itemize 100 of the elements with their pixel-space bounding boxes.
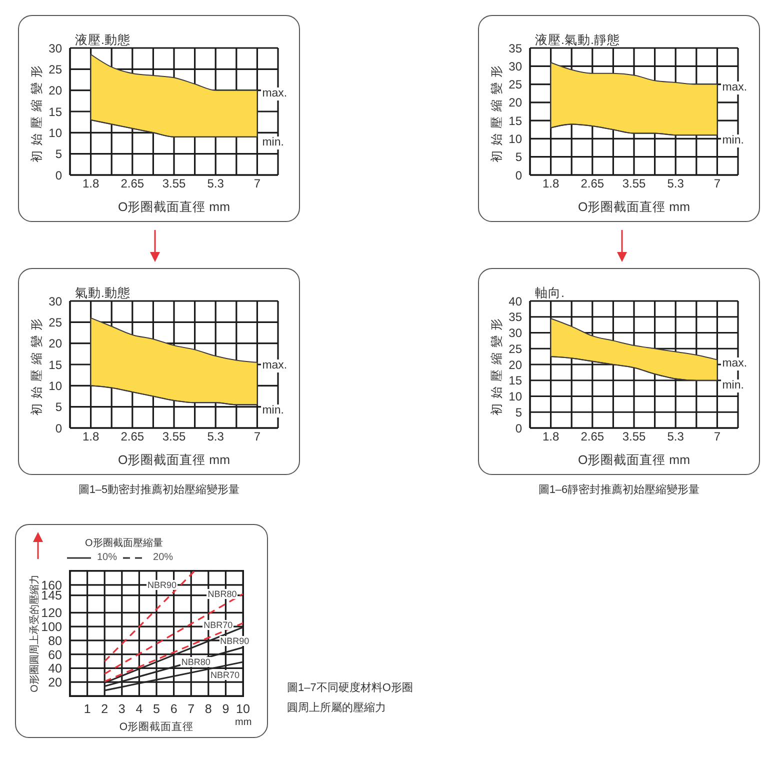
x-tick-label: 1.8 [82,176,100,191]
x-tick-label: 7 [714,176,721,191]
y-axis-title: 初始壓縮變形 [29,314,44,416]
x-tick-label: 3.55 [622,176,646,191]
y-tick-label: 15 [508,114,522,128]
y-tick-label: 120 [41,606,62,620]
x-tick-label: 2.65 [120,176,144,191]
y-axis-title: 初始壓縮變形 [29,60,44,162]
y-tick-label: 15 [508,374,522,388]
y-tick-label: 10 [48,126,62,140]
caption: 圖1–5動密封推薦初始壓縮變形量 [77,483,241,497]
x-tick-label: 1.8 [542,430,560,444]
y-axis-title: O形圈圓周上承受的壓縮力 [28,574,41,692]
x-tick-label: 7 [714,430,721,444]
x-tick-label: 1.8 [82,430,100,444]
y-tick-label: 20 [48,676,62,690]
y-tick-label: 100 [41,620,62,634]
y-tick-label: 40 [48,662,62,676]
x-tick-label: 3.55 [162,430,186,444]
series-label: NBR70 [202,620,234,630]
x-axis-title: O形圈截面直徑 [119,720,194,733]
x-axis-title: O形圈截面直徑 mm [118,453,230,467]
y-tick-label: 5 [515,405,522,420]
y-tick-label: 5 [55,147,62,162]
x-tick-label: 9 [222,702,230,716]
text: 10% [97,552,118,564]
y-tick-label: 145 [41,588,62,603]
x-tick-label: 8 [204,702,212,716]
caption: 圖1–7不同硬度材料O形圈 [287,681,413,695]
series-label: NBR80 [206,588,238,599]
y-tick-label: 20 [508,96,522,110]
y-tick-label: 35 [508,41,522,56]
y-tick-label: 0 [515,168,522,182]
x-tick-label: 6 [170,702,178,716]
x-tick-label: 7 [254,176,261,191]
series-label: max. [261,360,288,373]
series-label: NBR90 [219,636,250,646]
y-axis-title: 初始壓縮變形 [489,314,504,416]
x-tick-label: 4 [136,702,143,716]
x-tick-label: 2.65 [120,430,144,444]
y-tick-label: 80 [48,634,62,648]
x-tick-label: 1.8 [542,176,560,191]
x-tick-label: 7 [254,430,261,444]
y-tick-label: 25 [508,342,522,356]
text: 20% [153,552,174,564]
x-axis-title: O形圈截面直徑 mm [578,453,690,467]
chart-title: 液壓.動態 [75,32,130,48]
series-label: NBR70 [209,670,241,680]
x-tick-label: 3.55 [162,176,186,191]
y-tick-label: 30 [48,294,62,308]
series-label: min. [261,404,285,418]
x-tick-label: 3.55 [622,430,646,444]
x-tick-label: 2 [101,702,108,716]
x-tick-label: 3 [118,702,126,716]
y-tick-label: 40 [508,294,522,308]
chart-title: 液壓.氣動.靜態 [535,32,620,48]
y-tick-label: 0 [55,168,62,182]
x-tick-label: 5.3 [207,430,224,444]
series-label: NBR90 [146,580,178,590]
y-tick-label: 30 [508,326,522,340]
y-tick-label: 10 [48,378,62,393]
y-tick-label: 5 [515,150,522,164]
y-tick-label: 60 [48,648,62,662]
series-label: min. [261,136,285,150]
legend-title: O形圈截面壓縮量 [85,537,163,550]
x-tick-label: 5.3 [207,176,224,191]
y-tick-label: 0 [515,421,522,436]
x-axis-title: O形圈截面直徑 mm [118,200,230,214]
x-tick-label: 1 [84,702,91,716]
x-tick-label: 2.65 [580,430,604,444]
x-tick-label: 10 [236,702,250,716]
y-tick-label: 0 [55,421,62,436]
y-tick-label: 30 [48,41,62,56]
y-tick-label: 20 [48,84,62,98]
x-tick-label: 2.65 [580,176,604,191]
series-label: max. [721,82,748,95]
x-axis-title: O形圈截面直徑 mm [578,200,690,214]
y-tick-label: 25 [48,315,62,330]
y-tick-label: 5 [55,400,62,414]
series-label: min. [721,134,745,148]
y-tick-label: 20 [48,336,62,351]
chart-title: 氣動.動態 [75,285,130,301]
x-tick-label: 5.3 [667,176,684,191]
y-tick-label: 15 [48,358,62,372]
text: mm [235,717,252,728]
x-tick-label: 5.3 [667,430,684,444]
y-tick-label: 30 [508,59,522,74]
y-tick-label: 10 [508,390,522,404]
series-label: max. [721,357,748,370]
caption: 圖1–6靜密封推薦初始壓縮變形量 [537,483,701,497]
y-tick-label: 15 [48,104,62,119]
y-axis-title: 初始壓縮變形 [489,60,504,162]
y-tick-label: 10 [508,132,522,146]
y-tick-label: 35 [508,310,522,324]
series-label: min. [721,380,745,393]
y-tick-label: 20 [508,358,522,372]
y-tick-label: 25 [508,78,522,92]
series-label: max. [261,88,288,101]
text: 圓周上所屬的壓縮力 [287,701,386,715]
x-tick-label: 5 [153,702,160,716]
